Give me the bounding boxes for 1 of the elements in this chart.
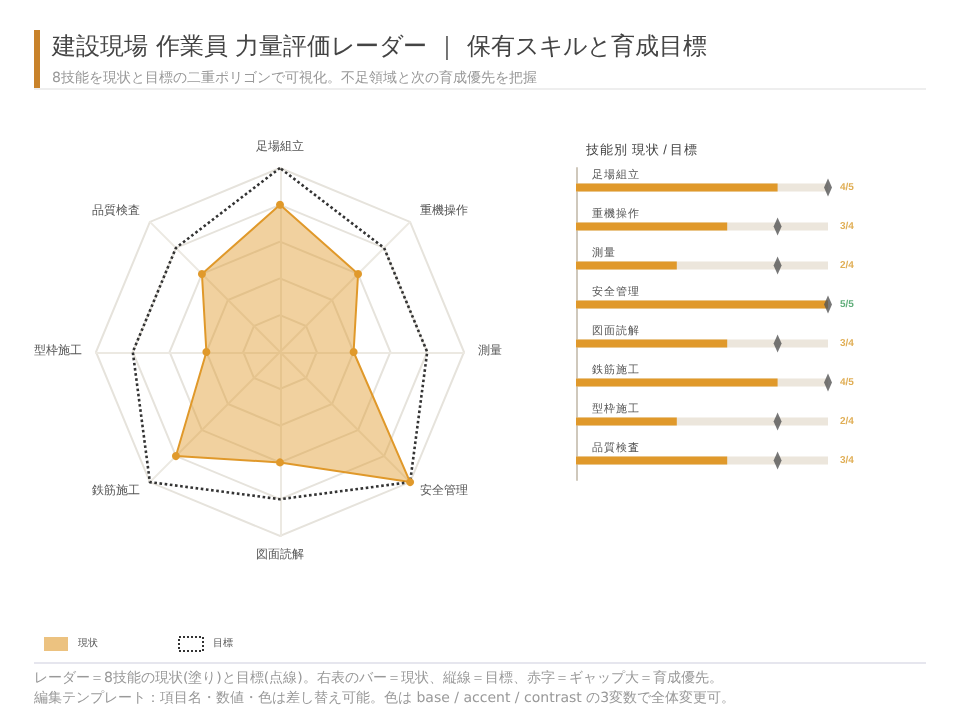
chart-title: 建設現場 作業員 力量評価レーダー ｜ 保有スキルと育成目標 — [52, 30, 707, 64]
